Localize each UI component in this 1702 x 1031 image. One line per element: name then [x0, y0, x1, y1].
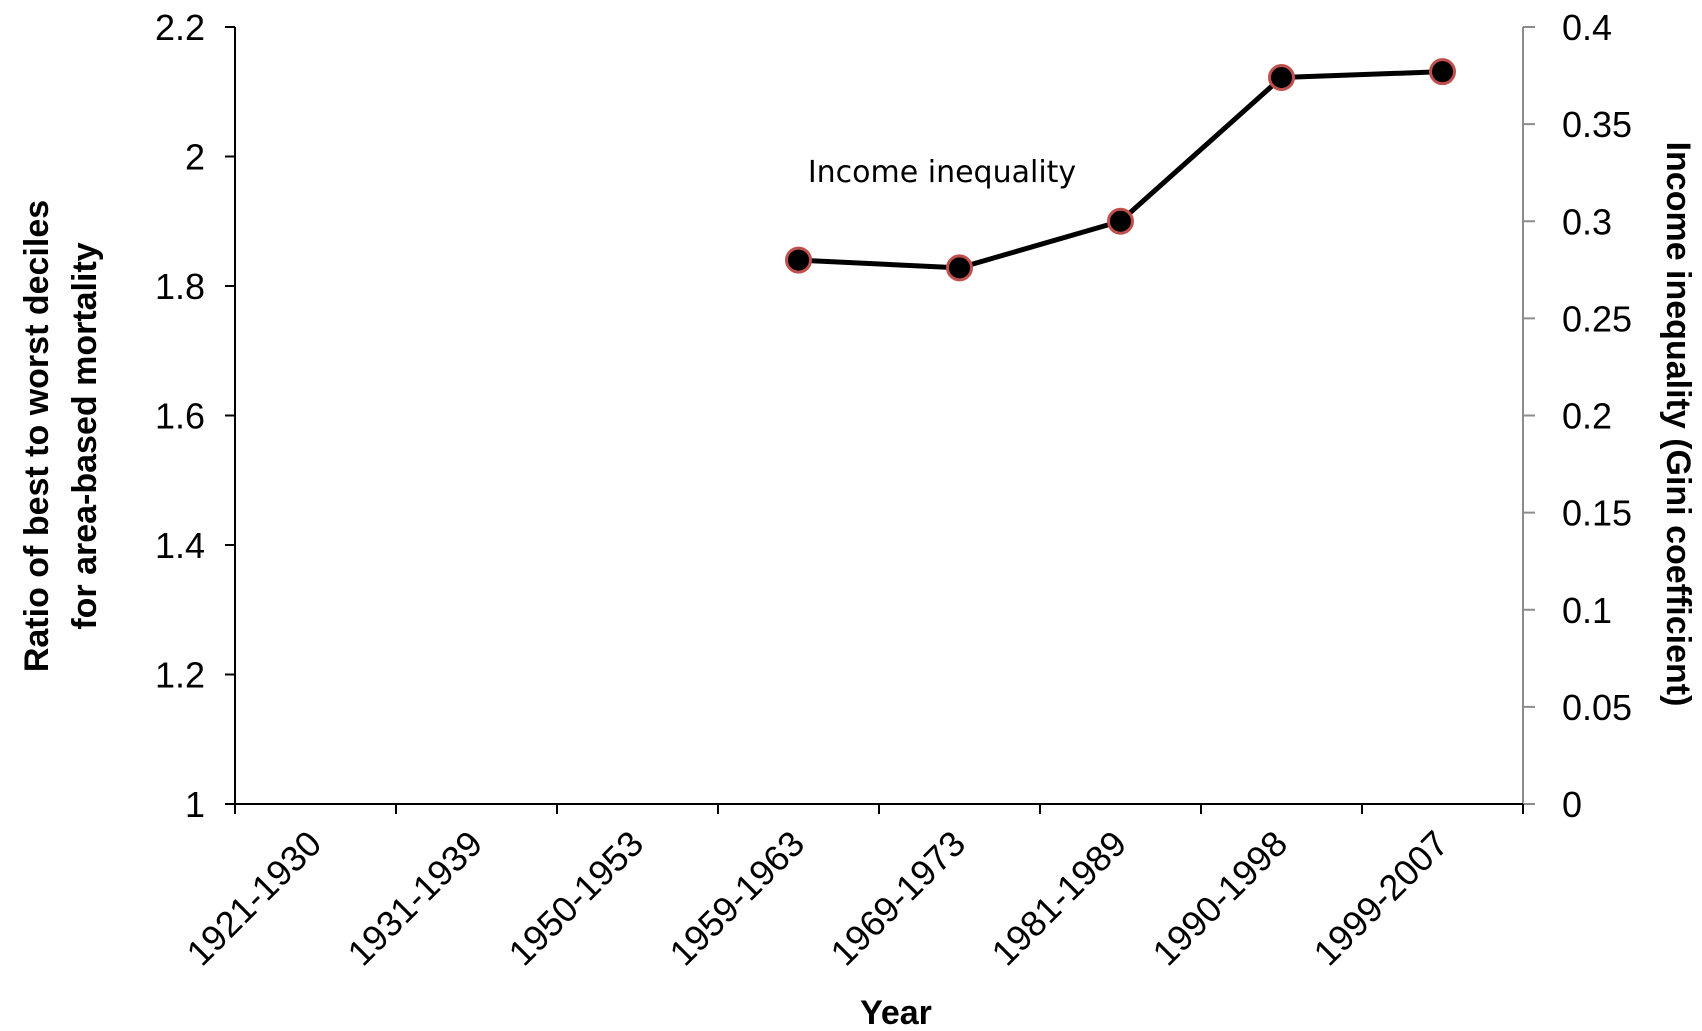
left-y-tick-label: 1	[185, 784, 205, 825]
right-y-tick-label: 0.05	[1562, 687, 1632, 728]
x-tick-label: 1950-1953	[500, 823, 651, 974]
left-y-tick-label: 2.2	[155, 7, 205, 48]
right-y-tick-label: 0.15	[1562, 493, 1632, 534]
series-annotation: Income inequality	[808, 155, 1076, 190]
data-point	[946, 254, 973, 282]
y2-axis-title: Income inequality (Gini coefficient)	[1659, 142, 1697, 707]
right-y-tick-label: 0.2	[1562, 396, 1612, 437]
right-y-tick-label: 0.35	[1562, 104, 1632, 145]
data-point	[1268, 64, 1295, 92]
data-point	[785, 246, 812, 274]
x-tick-label: 1931-1939	[339, 823, 490, 974]
data-point	[1429, 58, 1456, 86]
right-y-tick-label: 0.3	[1562, 201, 1612, 242]
x-tick-label: 1959-1963	[661, 823, 812, 974]
left-y-tick-label: 1.2	[155, 655, 205, 696]
x-axis-title: Year	[860, 994, 932, 1031]
x-tick-label: 1921-1930	[178, 823, 329, 974]
y-axis-title-line-2: for area-based mortality	[66, 242, 104, 629]
right-y-tick-label: 0.4	[1562, 7, 1612, 48]
x-axis: 1921-1930 1931-1939 1950-1953 1959-1963 1969…	[178, 803, 1524, 974]
plot-area	[785, 58, 1456, 282]
left-y-axis: 1 1.2 1.4 1.6 1.8 2 2.2	[155, 7, 236, 825]
right-y-tick-label: 0.25	[1562, 298, 1632, 339]
right-y-tick-label: 0.1	[1562, 590, 1612, 631]
data-point	[1107, 207, 1134, 235]
right-y-tick-label: 0	[1562, 784, 1582, 825]
x-tick-label: 1969-1973	[822, 823, 973, 974]
left-y-tick-label: 1.8	[155, 266, 205, 307]
left-y-tick-label: 1.4	[155, 525, 205, 566]
left-y-tick-label: 2	[185, 137, 205, 178]
x-tick-label: 1990-1998	[1144, 823, 1295, 974]
right-y-axis: 0 0.05 0.1 0.15 0.2 0.25 0.3 0.35 0.4	[1522, 7, 1632, 825]
x-tick-label: 1999-2007	[1305, 823, 1456, 974]
y-axis-title-line-1: Ratio of best to worst deciles	[18, 200, 56, 672]
left-y-tick-label: 1.6	[155, 396, 205, 437]
x-tick-label: 1981-1989	[983, 823, 1134, 974]
